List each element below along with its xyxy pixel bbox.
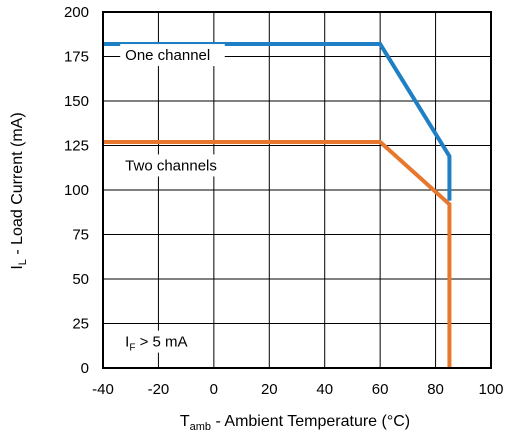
y-tick-label: 200 bbox=[64, 4, 89, 21]
condition-label-main: I bbox=[125, 334, 129, 351]
x-tick-label: 20 bbox=[261, 381, 278, 398]
plot-frame bbox=[102, 11, 492, 369]
y-axis-title: IL - Load Current (mA) bbox=[9, 112, 29, 269]
y-tick-label: 125 bbox=[64, 138, 89, 155]
y-tick-label: 100 bbox=[64, 182, 89, 199]
x-tick-label: 40 bbox=[316, 381, 333, 398]
series-line-two-channels bbox=[103, 139, 452, 368]
x-axis-title: Tamb - Ambient Temperature (°C) bbox=[180, 413, 410, 433]
condition-label-sub: F bbox=[129, 343, 135, 354]
one-channel-label: One channel bbox=[125, 47, 210, 64]
y-tick-label: 175 bbox=[64, 49, 89, 66]
y-tick-label: 50 bbox=[72, 271, 89, 288]
y-axis-title-main: I bbox=[9, 265, 26, 269]
annotation-layer: One channel Two channels IF > 5 mA bbox=[120, 44, 234, 354]
y-tick-label: 75 bbox=[72, 227, 89, 244]
x-tick-label: 100 bbox=[478, 381, 503, 398]
one-channel-label-background bbox=[120, 44, 225, 67]
series-layer bbox=[103, 42, 452, 368]
x-axis-title-rest: - Ambient Temperature (°C) bbox=[211, 413, 410, 430]
y-axis-title-rest: - Load Current (mA) bbox=[9, 112, 26, 259]
x-axis-title-sub: amb bbox=[190, 421, 211, 433]
condition-label-rest: > 5 mA bbox=[135, 334, 187, 351]
y-axis-title-sub: L bbox=[17, 259, 29, 265]
tick-label-layer: -40 -20 0 20 40 60 80 100 0 25 50 75 100 125 150 175 200 bbox=[64, 4, 504, 398]
y-tick-label: 150 bbox=[64, 93, 89, 110]
x-tick-label: -40 bbox=[92, 381, 114, 398]
x-tick-label: -20 bbox=[148, 381, 170, 398]
x-tick-label: 0 bbox=[210, 381, 218, 398]
series-line-one-channel bbox=[103, 42, 452, 201]
condition-label-background bbox=[120, 330, 207, 353]
y-tick-label: 0 bbox=[81, 360, 89, 377]
condition-label: IF > 5 mA bbox=[125, 334, 187, 354]
x-tick-label: 80 bbox=[427, 381, 444, 398]
two-channels-label-background bbox=[120, 154, 234, 177]
two-channels-label: Two channels bbox=[125, 157, 217, 174]
x-axis-title-main: T bbox=[180, 413, 190, 430]
x-tick-label: 60 bbox=[372, 381, 389, 398]
y-tick-label: 25 bbox=[72, 316, 89, 333]
